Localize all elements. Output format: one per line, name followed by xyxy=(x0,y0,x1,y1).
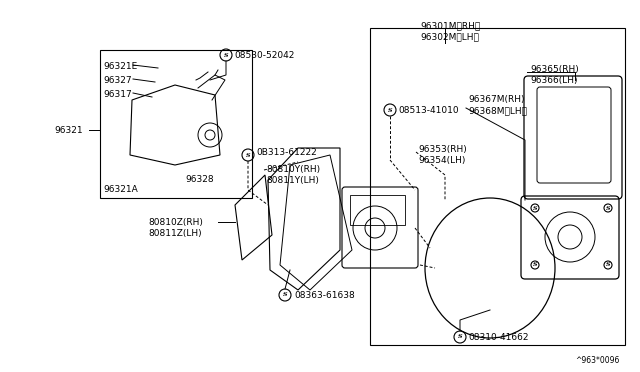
Text: 80810Z(RH): 80810Z(RH) xyxy=(148,218,203,227)
Text: 80811Z(LH): 80811Z(LH) xyxy=(148,229,202,238)
Text: 96365(RH): 96365(RH) xyxy=(530,65,579,74)
Text: ^963*0096: ^963*0096 xyxy=(575,356,620,365)
Text: S: S xyxy=(605,205,611,211)
Text: S: S xyxy=(458,334,462,340)
Text: 96321E: 96321E xyxy=(103,62,137,71)
Text: 96354(LH): 96354(LH) xyxy=(418,156,465,165)
Text: S: S xyxy=(224,52,228,58)
Text: 96301M〈RH〉: 96301M〈RH〉 xyxy=(420,21,480,30)
Text: 96317: 96317 xyxy=(103,90,132,99)
Text: S: S xyxy=(532,205,537,211)
Text: S: S xyxy=(246,153,250,157)
Text: S: S xyxy=(605,263,611,267)
Text: 96328: 96328 xyxy=(185,175,214,184)
Text: S: S xyxy=(283,292,287,298)
Text: S: S xyxy=(532,263,537,267)
Text: S: S xyxy=(388,108,392,112)
Text: 96321A: 96321A xyxy=(103,185,138,194)
Text: 80810Y(RH): 80810Y(RH) xyxy=(266,165,320,174)
Text: 08310-41662: 08310-41662 xyxy=(468,333,529,341)
Text: 0B313-61222: 0B313-61222 xyxy=(256,148,317,157)
Text: 08513-41010: 08513-41010 xyxy=(398,106,459,115)
Bar xyxy=(350,195,405,225)
Text: 96366(LH): 96366(LH) xyxy=(530,76,577,85)
Text: 08363-61638: 08363-61638 xyxy=(294,291,355,299)
Text: 96327: 96327 xyxy=(103,76,132,85)
Text: 96367M(RH): 96367M(RH) xyxy=(468,95,525,104)
Text: 80811Y(LH): 80811Y(LH) xyxy=(266,176,319,185)
Bar xyxy=(100,50,252,198)
Text: 96368M〈LH〉: 96368M〈LH〉 xyxy=(468,106,527,115)
Text: 96302M〈LH〉: 96302M〈LH〉 xyxy=(420,32,479,41)
Bar xyxy=(370,28,625,345)
Text: 96353(RH): 96353(RH) xyxy=(418,145,467,154)
Text: 96321: 96321 xyxy=(54,125,83,135)
Text: 08530-52042: 08530-52042 xyxy=(234,51,294,60)
